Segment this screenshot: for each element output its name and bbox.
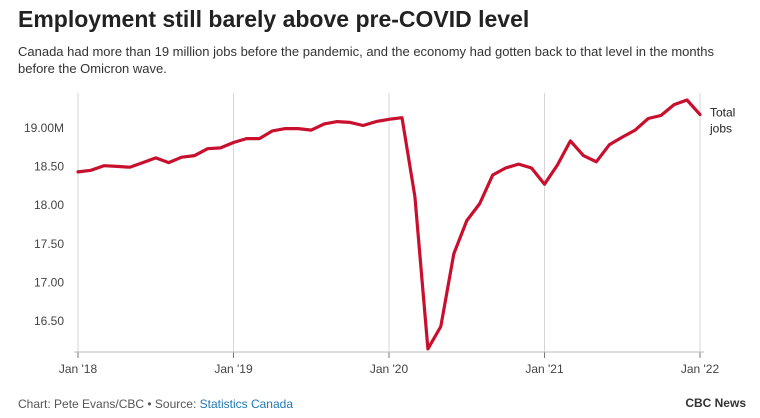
y-tick-label: 16.50 xyxy=(34,314,64,328)
x-tick-label: Jan '18 xyxy=(59,362,98,376)
brand-logo-text: CBC News xyxy=(685,396,746,410)
y-tick-label: 18.50 xyxy=(34,159,64,173)
y-tick-label: 19.00M xyxy=(24,121,64,135)
y-tick-label: 17.50 xyxy=(34,237,64,251)
x-tick-label: Jan '21 xyxy=(525,362,564,376)
chart-credit: Chart: Pete Evans/CBC • Source: Statisti… xyxy=(18,397,293,411)
chart-subtitle: Canada had more than 19 million jobs bef… xyxy=(18,44,714,76)
chart-title: Employment still barely above pre-COVID … xyxy=(18,6,530,32)
x-tick-label: Jan '19 xyxy=(214,362,253,376)
y-tick-label: 18.00 xyxy=(34,198,64,212)
series-line xyxy=(76,98,702,351)
source-link[interactable]: Statistics Canada xyxy=(199,397,294,411)
x-tick-label: Jan '22 xyxy=(681,362,720,376)
x-tick-label: Jan '20 xyxy=(370,362,409,376)
y-tick-label: 17.00 xyxy=(34,275,64,289)
series-label: jobs xyxy=(709,122,732,136)
series-label: Total xyxy=(710,106,735,120)
credit-text: Chart: Pete Evans/CBC • Source: xyxy=(18,397,200,411)
